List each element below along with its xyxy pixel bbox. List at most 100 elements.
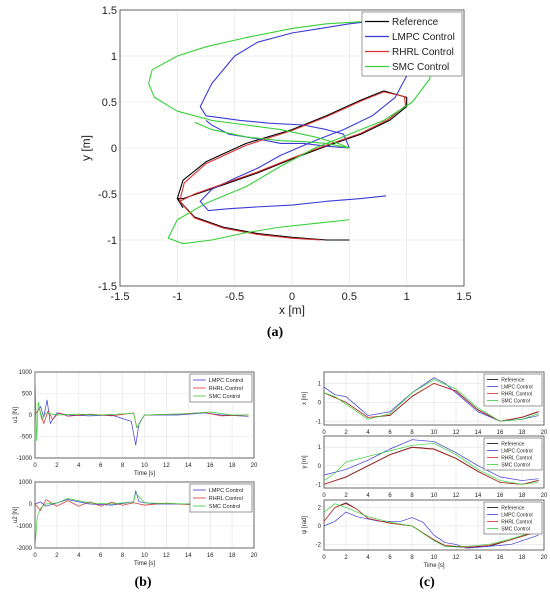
series-group: [324, 502, 539, 549]
y-tick-label: -1.5: [98, 281, 117, 293]
series-line-smc-control: [324, 503, 539, 547]
x-tick-label: 16: [497, 555, 504, 561]
x-tick-label: -0.5: [225, 291, 244, 303]
x-tick-label: 16: [207, 463, 214, 469]
series-line-smc-control: [35, 372, 249, 442]
x-tick-label: 14: [475, 430, 482, 436]
y-tick-label: 2: [318, 506, 322, 512]
y-tick-label: -1: [316, 482, 322, 488]
legend-label: SMC Control: [209, 504, 240, 510]
x-tick-label: 20: [251, 553, 258, 559]
series-group: [35, 372, 249, 446]
x-tick-label: 14: [475, 555, 482, 561]
axes-frame: [119, 9, 465, 287]
y-tick-label: 1: [318, 381, 322, 387]
y-tick-label: -1000: [17, 524, 33, 530]
x-tick-label: 1: [404, 291, 410, 303]
x-tick-label: 6: [388, 555, 392, 561]
x-tick-label: 16: [497, 493, 504, 499]
y-axis-label: y [m]: [79, 135, 93, 161]
x-tick-label: 2: [344, 555, 348, 561]
x-tick-label: 4: [77, 463, 81, 469]
y-tick-label: -0.5: [98, 189, 117, 201]
x-tick-label: 18: [519, 555, 526, 561]
x-tick-label: 0: [322, 430, 326, 436]
caption-a: (a): [267, 325, 284, 340]
panel-b-u2-chart: 0 2 4 6 8 10 12 14 16 18 20 -2000 -1000 0 1000 Time [s]…: [13, 480, 258, 567]
legend-label: LMPC Control: [501, 384, 532, 390]
y-tick-label: -1: [316, 419, 322, 425]
x-tick-label: 10: [431, 493, 438, 499]
x-tick-label: 1.5: [456, 291, 471, 303]
x-tick-label: 20: [251, 463, 258, 469]
legend-label: Reference: [501, 441, 524, 447]
x-tick-label: -1: [172, 291, 182, 303]
y-tick-label: 0: [29, 502, 33, 508]
legend-label: Reference: [392, 17, 439, 28]
y-tick-label: 0: [318, 400, 322, 406]
x-tick-label: 6: [388, 493, 392, 499]
x-tick-label: 2: [55, 463, 59, 469]
x-tick-label: 10: [141, 463, 148, 469]
legend-label: LMPC Control: [501, 448, 532, 454]
legend-label: RHRL Control: [501, 391, 532, 397]
legend-label: RHRL Control: [392, 47, 454, 58]
caption-c: (c): [419, 575, 435, 590]
x-tick-label: 10: [431, 430, 438, 436]
legend-label: SMC Control: [501, 398, 530, 404]
y-tick-label: 0: [111, 143, 117, 155]
x-tick-label: 20: [541, 493, 548, 499]
x-axis-label: Time [s]: [134, 471, 155, 477]
x-tick-label: 2: [344, 493, 348, 499]
panel-b-u1-chart: 0 2 4 6 8 10 12 14 16 18 20 -1000 -500 0 500 1000 Time […: [13, 370, 258, 477]
legend-label: SMC Control: [501, 462, 530, 468]
series-line-smc-control: [35, 492, 249, 548]
legend-label: LMPC Control: [209, 378, 244, 384]
x-tick-label: 16: [497, 430, 504, 436]
x-tick-label: 8: [121, 553, 125, 559]
legend-label: LMPC Control: [501, 512, 532, 518]
x-tick-label: 12: [453, 430, 460, 436]
x-axis-label: Time [s]: [134, 561, 155, 567]
y-tick-label: -2000: [17, 546, 33, 552]
legend-label: RHRL Control: [501, 455, 532, 461]
x-tick-label: 12: [163, 553, 170, 559]
x-tick-label: 8: [410, 555, 414, 561]
x-tick-label: 12: [453, 493, 460, 499]
y-axis-label: y [m]: [302, 455, 308, 468]
x-tick-label: 6: [99, 553, 103, 559]
y-axis-label: ψ [rad]: [302, 516, 308, 534]
series-line-lmpc-control: [35, 399, 249, 446]
y-axis-label: u2 [N]: [13, 507, 19, 523]
x-tick-label: 4: [77, 553, 81, 559]
legend: LMPC Control RHRL Control SMC Control: [189, 483, 253, 513]
x-tick-label: 4: [366, 430, 370, 436]
series-line-rhrl-control: [179, 91, 407, 241]
y-tick-label: -1000: [17, 456, 33, 462]
x-tick-label: 8: [121, 463, 125, 469]
axes-frame: [34, 481, 255, 549]
x-tick-label: -1.5: [111, 291, 130, 303]
caption-b: (b): [134, 575, 151, 590]
series-line-lmpc-control: [324, 511, 539, 549]
x-tick-label: 14: [185, 463, 192, 469]
x-tick-label: 0: [322, 555, 326, 561]
y-tick-label: 1: [318, 445, 322, 451]
legend-label: Reference: [501, 505, 524, 511]
x-axis-label: x [m]: [279, 303, 305, 317]
y-tick-label: 1000: [19, 370, 33, 376]
x-tick-label: 10: [141, 553, 148, 559]
series-group: [35, 490, 249, 548]
y-tick-label: 0.5: [102, 97, 117, 109]
series-group: [324, 439, 539, 485]
x-tick-label: 0: [322, 493, 326, 499]
legend-label: Reference: [501, 377, 524, 383]
series-line-smc-control: [148, 20, 436, 245]
legend: LMPC Control RHRL Control SMC Control: [189, 373, 253, 403]
x-tick-label: 16: [207, 553, 214, 559]
